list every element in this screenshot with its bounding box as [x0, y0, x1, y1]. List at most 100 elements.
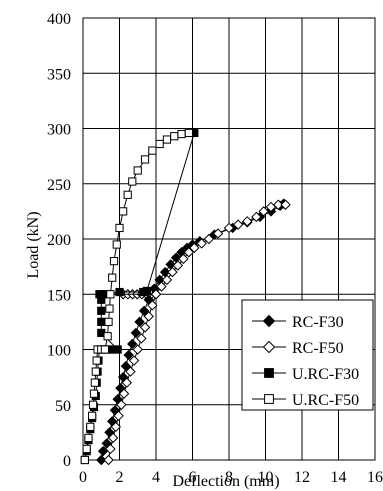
data-point	[273, 199, 284, 210]
series-line	[108, 204, 286, 461]
legend-label: RC-F30	[292, 314, 344, 331]
data-point	[84, 433, 93, 442]
data-point	[142, 286, 151, 296]
legend-label: RC-F50	[292, 340, 344, 357]
data-point	[147, 300, 158, 311]
data-point	[96, 454, 107, 466]
x-tick-label: 0	[79, 469, 87, 486]
x-tick-label: 14	[331, 469, 347, 486]
data-point	[116, 399, 127, 410]
x-tick-label: 6	[189, 469, 197, 486]
data-point	[125, 366, 136, 377]
x-tick-label: 8	[225, 469, 233, 486]
data-point	[140, 155, 150, 164]
data-point	[161, 274, 173, 286]
data-point	[262, 340, 276, 354]
y-tick-label: 250	[47, 177, 71, 194]
data-point	[106, 290, 115, 299]
legend-box	[241, 299, 374, 411]
x-tick-label: 2	[116, 469, 124, 486]
data-point	[127, 338, 138, 350]
data-point	[150, 289, 162, 300]
data-point	[128, 355, 140, 366]
data-point	[242, 216, 253, 227]
data-point	[203, 233, 215, 245]
data-point	[167, 266, 178, 278]
legend: RC-F30 RC-F50 U.RC-F30 U.RC-F50	[241, 299, 374, 411]
data-point	[136, 333, 147, 344]
data-point	[97, 317, 106, 326]
data-point	[223, 222, 235, 234]
y-tick-label: 350	[47, 66, 71, 83]
y-axis-title: Load (kN)	[25, 211, 42, 278]
data-point	[148, 146, 157, 155]
data-point	[103, 332, 112, 341]
series-rc-f50	[103, 199, 291, 466]
y-tick-label: 150	[47, 287, 71, 304]
data-point	[107, 432, 119, 444]
data-point	[121, 377, 133, 388]
data-point	[104, 317, 113, 326]
data-point	[138, 305, 150, 317]
data-point	[264, 394, 274, 404]
data-point	[103, 454, 114, 466]
y-tick-label: 300	[47, 122, 71, 139]
data-point	[262, 314, 276, 328]
data-point	[133, 166, 142, 175]
data-point	[113, 345, 122, 354]
data-point	[120, 360, 132, 372]
data-point	[92, 356, 101, 365]
data-point	[108, 273, 117, 282]
legend-label: U.RC-F30	[292, 366, 359, 383]
legend-label: U.RC-F50	[292, 392, 359, 409]
data-point	[86, 422, 95, 431]
data-point	[212, 228, 224, 239]
data-point	[82, 444, 91, 454]
data-point	[143, 311, 154, 322]
data-point	[91, 367, 100, 376]
data-point	[88, 411, 97, 420]
data-point	[123, 190, 132, 199]
data-point	[115, 287, 124, 297]
data-point	[89, 389, 99, 398]
y-tick-label: 100	[47, 343, 71, 360]
data-point	[105, 443, 116, 455]
data-point	[189, 242, 200, 254]
data-point	[80, 455, 89, 465]
data-point	[105, 304, 114, 313]
data-point	[251, 211, 262, 223]
y-tick-label: 0	[63, 453, 71, 470]
data-point	[155, 139, 164, 149]
data-point	[280, 199, 291, 210]
data-point	[178, 253, 189, 265]
x-tick-label: 4	[152, 469, 160, 486]
series-layer	[80, 128, 291, 466]
data-point	[115, 223, 124, 233]
y-tick-label: 400	[47, 11, 71, 28]
data-point	[264, 368, 274, 378]
data-point	[232, 219, 244, 230]
y-tick-label: 200	[47, 232, 71, 249]
data-point	[113, 410, 124, 422]
x-tick-label: 10	[258, 469, 274, 486]
data-point	[128, 177, 137, 186]
data-point	[258, 206, 269, 217]
data-point	[162, 135, 172, 144]
data-point	[156, 281, 167, 292]
data-point	[170, 132, 179, 141]
data-point	[183, 247, 195, 258]
tick-labels: 0 2 4 6 8 10 12 14 16 0 50 100 150 200 250 300 350 400	[47, 11, 383, 486]
data-point	[123, 349, 134, 361]
data-point	[132, 344, 143, 355]
data-point	[109, 257, 119, 266]
series-u-rc-f50	[80, 128, 193, 465]
data-point	[130, 327, 142, 339]
x-tick-label: 12	[294, 469, 310, 486]
x-tick-label: 16	[367, 469, 383, 486]
data-point	[88, 400, 98, 409]
data-point	[100, 345, 110, 354]
data-point	[196, 238, 207, 249]
y-tick-label: 50	[55, 398, 71, 415]
data-point	[112, 240, 121, 249]
data-point	[139, 322, 151, 333]
